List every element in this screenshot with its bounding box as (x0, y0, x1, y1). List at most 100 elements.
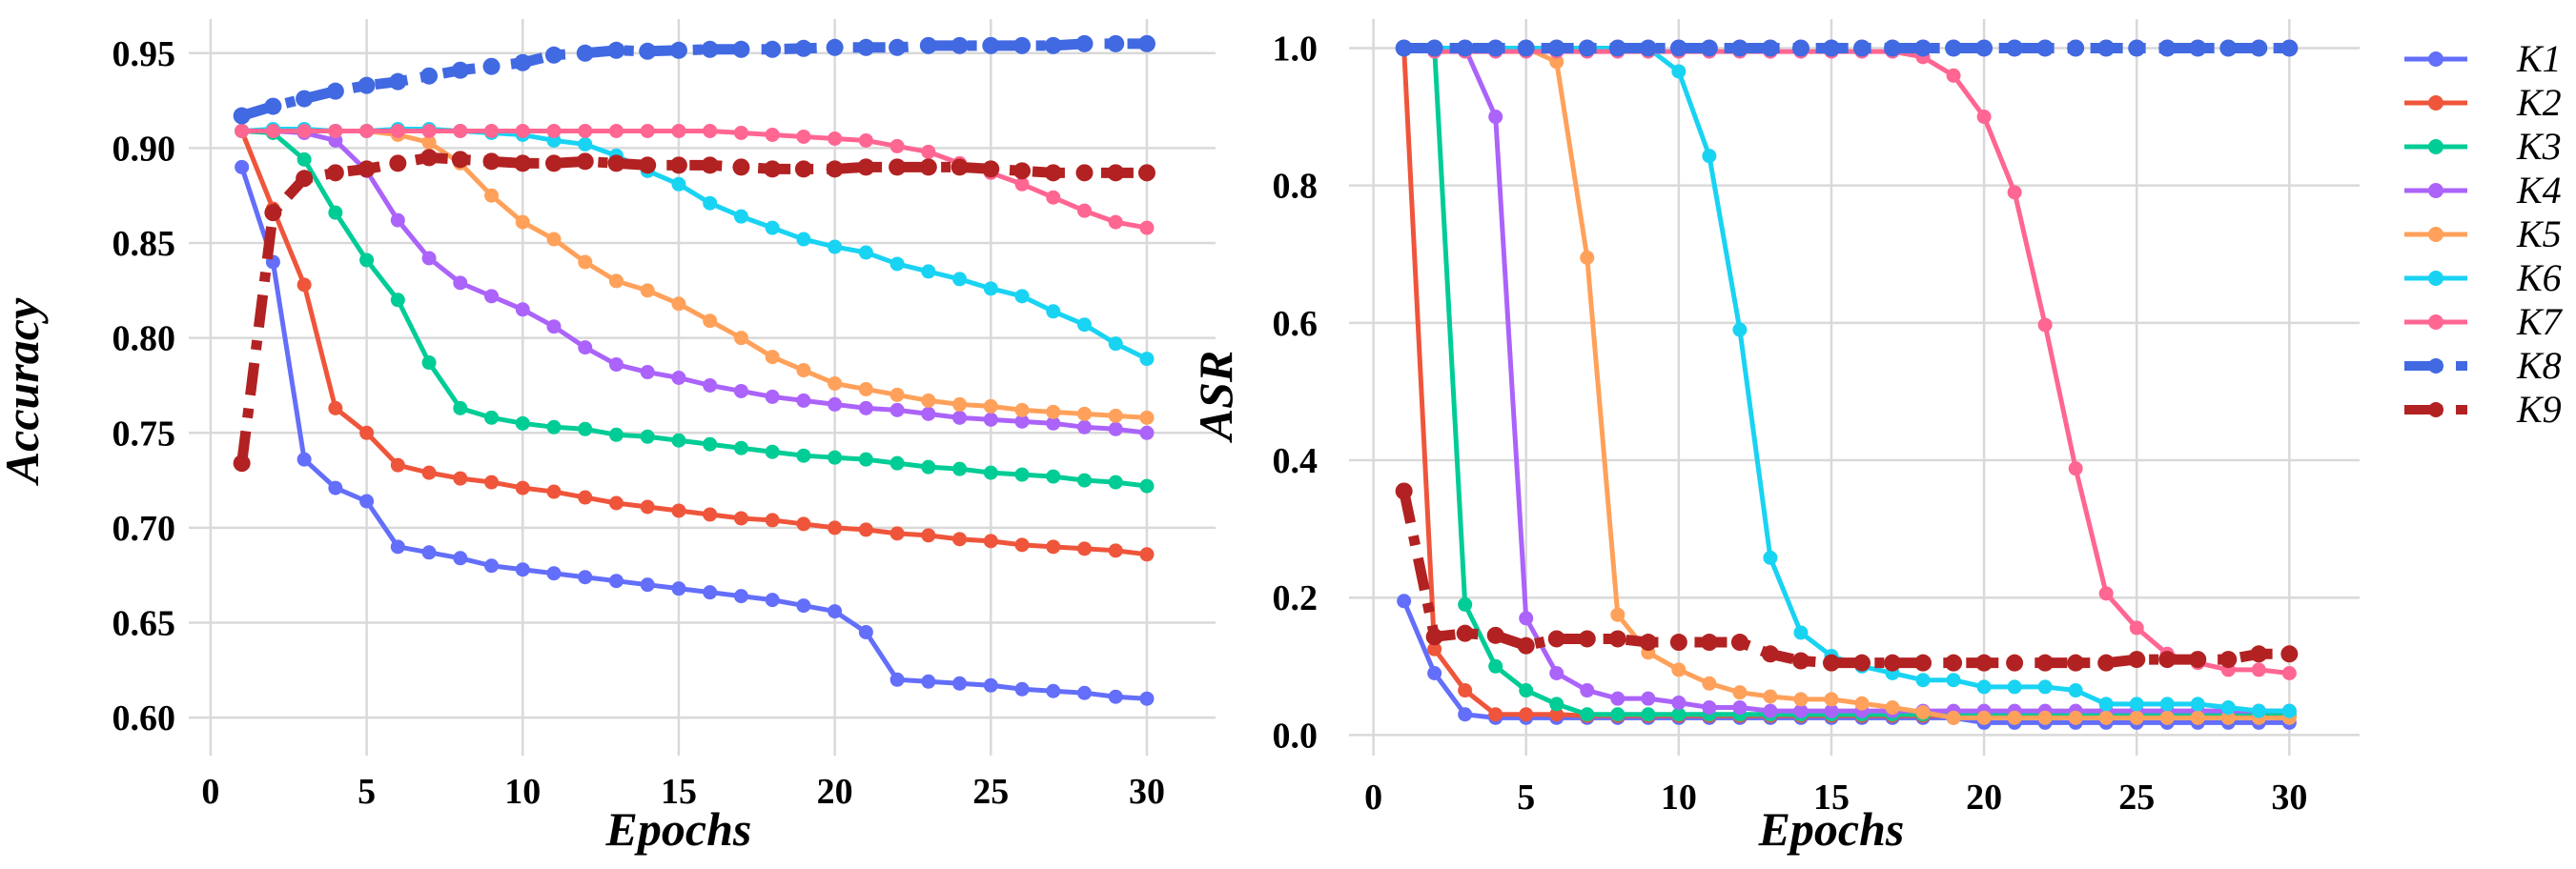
data-point (1046, 190, 1061, 205)
data-point (453, 275, 468, 291)
data-point (1108, 336, 1123, 352)
legend-swatch-marker (2428, 271, 2443, 286)
data-point (921, 528, 936, 543)
data-point (1671, 662, 1687, 677)
data-point (1486, 39, 1504, 57)
data-point (359, 425, 375, 440)
data-point (2007, 185, 2022, 200)
data-point (1517, 637, 1535, 655)
data-point (921, 264, 936, 279)
data-point (765, 127, 780, 142)
series-k1 (235, 159, 1155, 706)
x-tick-label: 15 (1813, 778, 1850, 818)
data-point (2219, 651, 2238, 669)
data-point (421, 134, 437, 150)
y-tick-label: 0.8 (1273, 167, 1319, 207)
y-axis-title: Accuracy (0, 297, 49, 486)
data-point (1014, 176, 1030, 192)
data-point (545, 46, 563, 64)
data-point (826, 160, 844, 178)
data-point (1824, 703, 1839, 718)
data-point (671, 371, 686, 385)
data-point (2068, 683, 2083, 698)
data-point (889, 402, 905, 417)
data-point (1975, 654, 1993, 672)
data-point (578, 254, 593, 270)
data-point (1946, 710, 1961, 725)
data-point (358, 76, 376, 94)
data-point (1013, 36, 1032, 54)
data-point (2067, 654, 2085, 672)
series-k9 (1395, 482, 2299, 672)
data-point (733, 383, 748, 398)
data-point (640, 123, 655, 138)
data-point (1044, 164, 1062, 182)
x-tick-label: 25 (972, 772, 1009, 812)
accuracy-chart: 0 5 10 15 20 25 30 0.60 0.65 0.70 0.75 0.80 0.85 0.90… (0, 19, 1216, 856)
data-point (983, 412, 998, 427)
data-point (921, 459, 936, 475)
data-point (1793, 692, 1809, 707)
data-point (1671, 707, 1687, 722)
data-point (703, 436, 718, 452)
legend-label: K5 (2516, 212, 2562, 255)
data-point (1945, 654, 1963, 672)
data-point (1547, 39, 1565, 57)
data-point (857, 38, 875, 56)
data-point (1427, 641, 1442, 657)
data-point (578, 123, 593, 138)
legend-swatch-marker (2428, 358, 2443, 374)
data-point (1077, 406, 1093, 421)
y-axis-title: ASR (1189, 351, 1242, 444)
series-line-k8 (240, 38, 1147, 121)
data-point (1458, 596, 1473, 612)
data-point (576, 152, 594, 171)
data-point (389, 154, 407, 172)
data-point (889, 526, 905, 541)
data-point (828, 239, 843, 254)
data-point (515, 214, 530, 230)
data-point (546, 419, 562, 434)
data-point (828, 520, 843, 536)
data-point (982, 36, 1000, 54)
legend-item-k7: K7 (2404, 300, 2564, 343)
data-point (951, 36, 969, 54)
data-point (858, 400, 873, 415)
legend-label: K3 (2516, 125, 2562, 168)
data-point (2250, 39, 2268, 57)
data-point (608, 273, 624, 289)
data-point (1671, 64, 1687, 79)
x-tick-label: 20 (1966, 778, 2002, 818)
data-point (453, 123, 468, 138)
x-tick-label: 10 (504, 772, 541, 812)
data-point (328, 480, 343, 495)
data-point (765, 593, 780, 608)
data-point (1608, 39, 1626, 57)
data-point (703, 585, 718, 600)
legend-item-k3: K3 (2404, 125, 2562, 168)
data-point (1732, 700, 1748, 716)
data-point (484, 289, 500, 304)
data-point (578, 340, 593, 355)
data-point (2281, 703, 2297, 718)
y-tick-label: 0.95 (112, 34, 176, 74)
legend-label: K1 (2516, 37, 2562, 80)
data-point (1456, 39, 1474, 57)
data-point (983, 534, 998, 549)
data-point (1885, 700, 1900, 716)
series-line-k7 (1403, 45, 2290, 676)
data-point (421, 123, 437, 138)
data-point (889, 38, 907, 56)
data-point (1486, 626, 1504, 644)
data-point (608, 574, 624, 589)
data-point (1107, 164, 1125, 182)
data-point (796, 232, 811, 247)
data-point (1458, 707, 1473, 722)
data-point (1549, 54, 1564, 70)
legend-label: K4 (2516, 169, 2562, 212)
data-point (515, 562, 530, 577)
data-point (1549, 665, 1564, 680)
data-point (858, 452, 873, 467)
y-tick-label: 0.75 (112, 414, 176, 454)
